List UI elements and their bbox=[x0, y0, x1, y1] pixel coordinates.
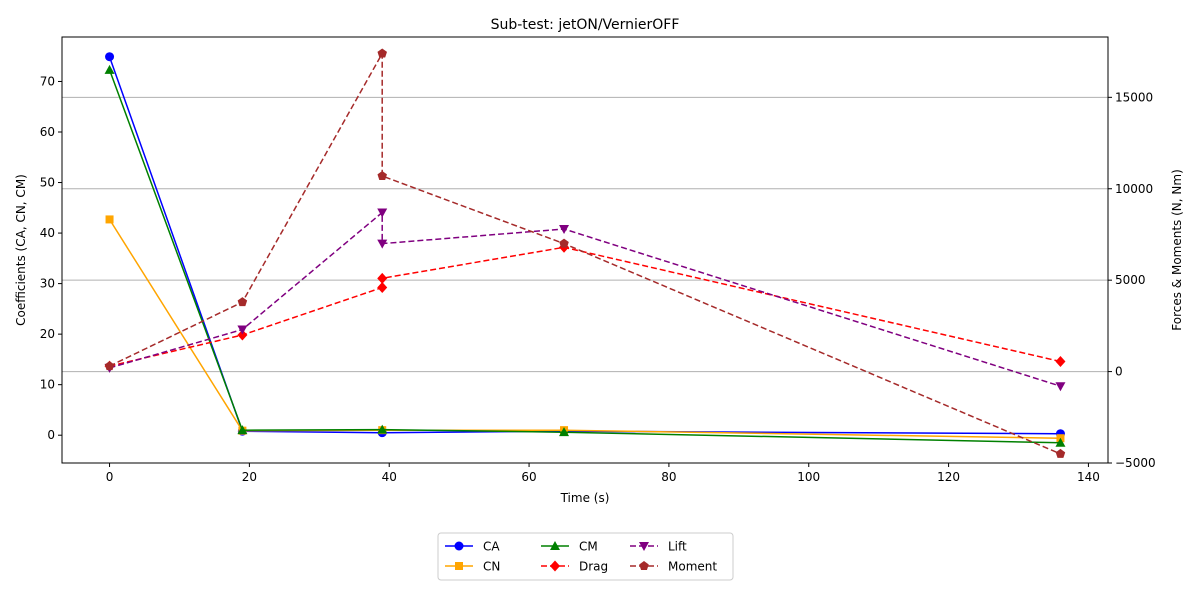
legend-label-moment: Moment bbox=[668, 560, 717, 574]
legend: CA CN CM Drag Lift Moment bbox=[437, 532, 734, 581]
x-tick-label: 100 bbox=[797, 470, 820, 484]
x-tick-label: 140 bbox=[1077, 470, 1100, 484]
data-point-cm bbox=[237, 425, 248, 435]
x-tick-label: 80 bbox=[661, 470, 676, 484]
series-line-drag bbox=[109, 246, 1061, 367]
series-layer bbox=[104, 48, 1066, 458]
data-point-drag bbox=[237, 329, 248, 341]
y-left-tick-label: 30 bbox=[40, 277, 55, 291]
data-point-drag bbox=[377, 281, 388, 293]
series-cm bbox=[104, 64, 1066, 447]
data-point-lift bbox=[1055, 382, 1066, 392]
x-tick-label: 20 bbox=[242, 470, 257, 484]
data-point-cm bbox=[559, 427, 570, 437]
data-point-cm bbox=[104, 64, 115, 74]
grid-lines bbox=[62, 96, 1108, 464]
data-point-moment bbox=[1055, 448, 1066, 458]
legend-label-cm: CM bbox=[579, 540, 598, 554]
y-left-tick-label: 20 bbox=[40, 327, 55, 341]
data-point-lift bbox=[377, 239, 388, 249]
y-right-tick-label: 10000 bbox=[1115, 182, 1153, 196]
data-point-cm bbox=[1055, 437, 1066, 447]
y-left-tick-label: 70 bbox=[40, 74, 55, 88]
y-right-tick-label: 0 bbox=[1115, 365, 1123, 379]
data-point-moment bbox=[559, 238, 569, 248]
data-point-moment bbox=[377, 170, 387, 180]
series-line-moment bbox=[109, 50, 1061, 455]
data-point-ca bbox=[105, 52, 115, 62]
data-point-lift bbox=[377, 208, 388, 218]
legend-marker-drag bbox=[550, 560, 560, 572]
data-point-cn bbox=[105, 215, 114, 224]
x-tick-label: 0 bbox=[106, 470, 114, 484]
series-line-lift bbox=[109, 210, 1061, 387]
legend-label-cn: CN bbox=[483, 560, 500, 574]
data-point-moment bbox=[377, 48, 387, 58]
plot-area bbox=[61, 36, 1109, 464]
chart-title: Sub-test: jetON/VernierOFF bbox=[491, 17, 680, 33]
y-left-tick-label: 0 bbox=[47, 428, 55, 442]
data-point-moment bbox=[104, 361, 115, 371]
y-right-tick-label: 5000 bbox=[1115, 273, 1146, 287]
data-point-drag bbox=[377, 272, 388, 284]
data-point-moment bbox=[237, 297, 248, 307]
y-left-tick-label: 60 bbox=[40, 125, 55, 139]
series-line-cm bbox=[108, 69, 1061, 444]
legend-marker-moment bbox=[639, 561, 649, 571]
x-axis-label: Time (s) bbox=[560, 491, 610, 505]
series-moment bbox=[104, 48, 1066, 458]
y-right-tick-label: 15000 bbox=[1115, 90, 1153, 104]
axes: 0 20 40 60 80 100 120 140 0 10 20 30 40 50 60 70 −5000 0 5… bbox=[40, 74, 1156, 484]
y-axis-left-label: Coefficients (CA, CN, CM) bbox=[14, 174, 28, 326]
legend-marker-lift bbox=[639, 542, 649, 551]
series-cn bbox=[105, 215, 1065, 443]
legend-marker-cm bbox=[550, 541, 560, 550]
series-ca bbox=[105, 52, 1065, 439]
legend-box bbox=[437, 532, 734, 581]
series-drag bbox=[104, 241, 1066, 372]
legend-label-drag: Drag bbox=[579, 560, 608, 574]
data-point-lift bbox=[559, 224, 570, 234]
series-lift bbox=[104, 208, 1066, 392]
legend-label-ca: CA bbox=[483, 540, 500, 554]
data-point-drag bbox=[1055, 356, 1066, 368]
y-right-tick-label: −5000 bbox=[1115, 456, 1156, 470]
legend-marker-cn bbox=[455, 562, 463, 570]
x-tick-label: 60 bbox=[521, 470, 536, 484]
legend-marker-ca bbox=[454, 541, 464, 551]
y-left-tick-label: 10 bbox=[40, 378, 55, 392]
y-axis-right-label: Forces & Moments (N, Nm) bbox=[1170, 169, 1184, 330]
x-tick-label: 40 bbox=[382, 470, 397, 484]
series-line-ca bbox=[108, 56, 1061, 435]
y-left-tick-label: 40 bbox=[40, 226, 55, 240]
y-left-tick-label: 50 bbox=[40, 176, 55, 190]
x-tick-label: 120 bbox=[937, 470, 960, 484]
legend-label-lift: Lift bbox=[668, 540, 687, 554]
data-point-lift bbox=[237, 325, 248, 335]
data-point-cm bbox=[377, 424, 388, 434]
